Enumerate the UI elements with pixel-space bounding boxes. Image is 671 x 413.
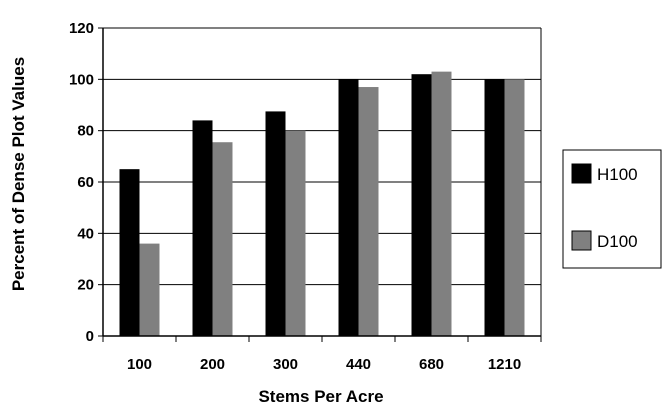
bar-h100-300 bbox=[265, 111, 286, 337]
x-tick-label: 680 bbox=[419, 356, 444, 373]
legend-label-h100: H100 bbox=[597, 165, 638, 184]
bar-h100-100 bbox=[119, 169, 140, 336]
x-axis-title: Stems Per Acre bbox=[258, 387, 383, 406]
x-tick-label: 440 bbox=[346, 356, 371, 373]
x-tick-label: 300 bbox=[273, 356, 298, 373]
bar-h100-680 bbox=[411, 74, 432, 336]
y-tick-label: 0 bbox=[86, 328, 94, 345]
x-tick-label: 100 bbox=[127, 356, 152, 373]
x-tick-label: 200 bbox=[200, 356, 225, 373]
bar-d100-300 bbox=[285, 130, 306, 336]
y-axis-title: Percent of Dense Plot Values bbox=[9, 57, 28, 291]
y-tick-label: 60 bbox=[77, 174, 94, 191]
x-tick-labels: 100 200 300 440 680 1210 bbox=[127, 356, 521, 373]
bar-h100-200 bbox=[192, 120, 213, 337]
y-tick-label: 40 bbox=[77, 225, 94, 242]
gridlines bbox=[103, 27, 541, 286]
legend: H100 D100 bbox=[562, 149, 662, 269]
y-tick-label: 120 bbox=[69, 20, 94, 37]
x-tick-label: 1210 bbox=[488, 356, 521, 373]
bars bbox=[119, 71, 525, 337]
bar-d100-1210 bbox=[504, 79, 525, 336]
y-tick-label: 20 bbox=[77, 277, 94, 294]
axes bbox=[98, 27, 542, 342]
legend-label-d100: D100 bbox=[597, 232, 638, 251]
y-tick-labels: 0 20 40 60 80 100 120 bbox=[69, 20, 94, 345]
bar-h100-1210 bbox=[484, 79, 505, 336]
legend-swatch-d100 bbox=[571, 230, 592, 251]
bar-d100-680 bbox=[431, 71, 452, 336]
bar-d100-440 bbox=[358, 87, 379, 337]
legend-swatch-h100 bbox=[571, 163, 592, 184]
bar-d100-200 bbox=[212, 142, 233, 336]
bar-h100-440 bbox=[338, 79, 359, 336]
y-tick-label: 80 bbox=[77, 123, 94, 140]
y-tick-label: 100 bbox=[69, 71, 94, 88]
bar-d100-100 bbox=[139, 243, 160, 336]
